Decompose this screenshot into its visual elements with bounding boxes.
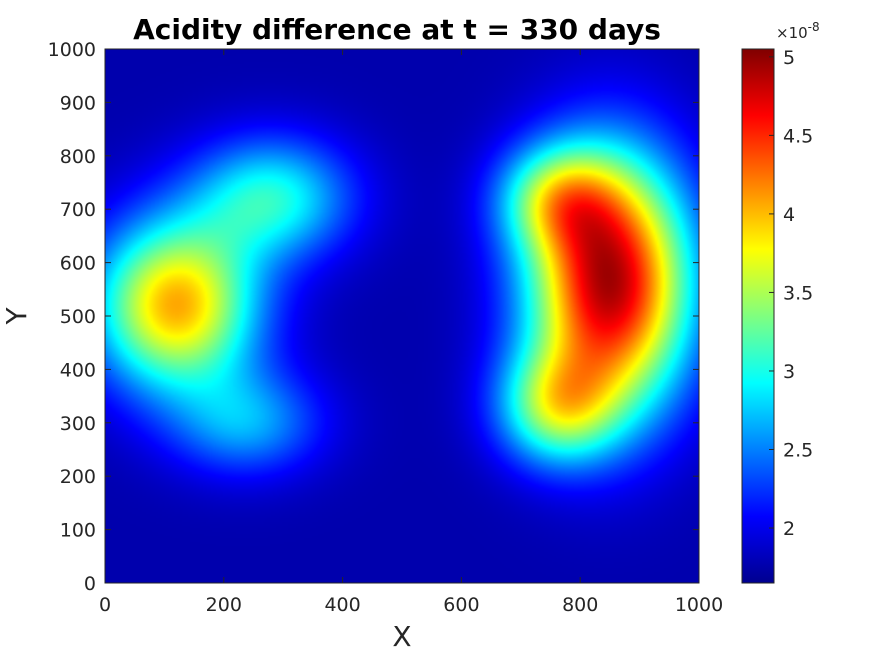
x-tick-label: 200 (206, 594, 242, 616)
x-tick-label: 0 (99, 594, 111, 616)
y-axis-ticks: 0 100 200 300 400 500 600 700 800 900 1000 (48, 39, 699, 595)
y-tick-label: 800 (60, 146, 96, 168)
y-tick-label: 900 (60, 92, 96, 114)
y-tick-label: 100 (60, 520, 96, 542)
colorbar-exponent-power: -8 (808, 20, 820, 34)
y-tick-label: 400 (60, 359, 96, 381)
y-tick-label: 600 (60, 253, 96, 275)
colorbar-tick-label: 4 (783, 204, 795, 226)
colorbar-tick-label: 5 (783, 47, 795, 69)
x-axis-ticks: 0 200 400 600 800 1000 (99, 49, 723, 616)
x-tick-label: 1000 (675, 594, 723, 616)
chart-title: Acidity difference at t = 330 days (133, 13, 661, 46)
colorbar (741, 48, 775, 584)
x-tick-label: 800 (562, 594, 598, 616)
x-tick-label: 400 (324, 594, 360, 616)
colorbar-ticks: 2 2.5 3 3.5 4 4.5 5 (769, 47, 813, 540)
colorbar-tick-label: 2 (783, 518, 795, 540)
y-tick-label: 300 (60, 413, 96, 435)
colorbar-tick-label: 2.5 (783, 440, 813, 462)
colorbar-tick-label: 3 (783, 361, 795, 383)
y-tick-label: 0 (84, 573, 96, 595)
y-tick-label: 500 (60, 306, 96, 328)
x-axis-label: X (392, 620, 411, 653)
y-tick-label: 200 (60, 466, 96, 488)
y-tick-label: 1000 (48, 39, 96, 61)
colorbar-tick-label: 4.5 (783, 125, 813, 147)
colorbar-exponent: ×10-8 (776, 20, 820, 42)
y-tick-label: 700 (60, 199, 96, 221)
colorbar-exponent-base: ×10 (776, 24, 808, 42)
heatmap-plot-area (105, 49, 699, 583)
y-axis-label: Y (0, 307, 33, 326)
colorbar-tick-label: 3.5 (783, 282, 813, 304)
x-tick-label: 600 (443, 594, 479, 616)
